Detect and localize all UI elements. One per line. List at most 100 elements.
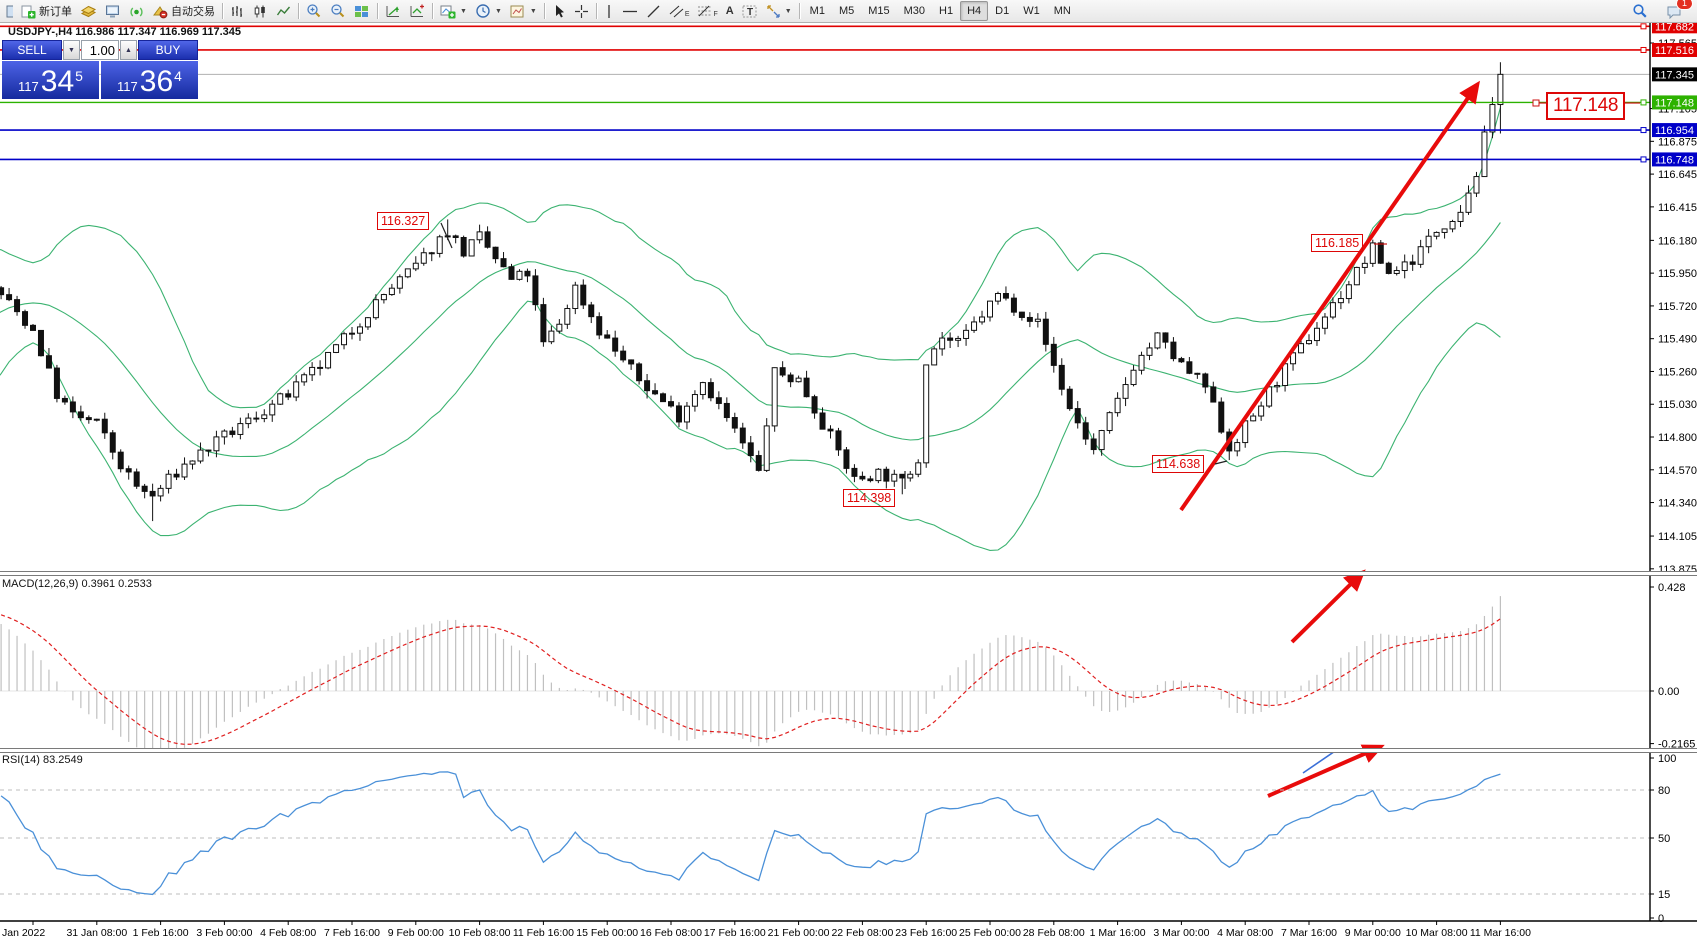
zoom-out-icon[interactable] [326, 1, 350, 21]
line-chart-icon[interactable] [272, 1, 295, 21]
volume-increase-button[interactable]: ▲ [120, 40, 137, 60]
axis-layer: 117.565117.105116.875116.645116.415116.1… [0, 19, 1697, 939]
toolbar-zoom-group [302, 0, 374, 22]
svg-text:116.415: 116.415 [1658, 202, 1697, 214]
svg-text:11 Mar 16:00: 11 Mar 16:00 [1470, 927, 1531, 939]
sell-button[interactable]: SELL [2, 40, 62, 60]
svg-text:50: 50 [1658, 833, 1670, 845]
buy-price-prefix: 117 [117, 79, 138, 94]
svg-text:117.345: 117.345 [1655, 69, 1694, 81]
rsi-trendline[interactable] [1302, 734, 1360, 774]
svg-text:31 Jan 08:00: 31 Jan 08:00 [66, 927, 127, 939]
macd-layer [0, 596, 1650, 748]
search-icon[interactable] [1628, 1, 1652, 21]
svg-text:3 Mar 00:00: 3 Mar 00:00 [1153, 927, 1209, 939]
timeframe-button-m1[interactable]: M1 [809, 5, 825, 17]
price-annotation-116-327[interactable]: 116.327 [377, 212, 430, 230]
timeframe-button-w1[interactable]: W1 [1023, 5, 1040, 17]
signal-icon[interactable] [125, 1, 148, 21]
new-order-button[interactable]: 新订单 [17, 1, 76, 21]
toolbar-separator [377, 3, 378, 19]
svg-text:17 Feb 16:00: 17 Feb 16:00 [704, 927, 766, 939]
toolbar-trade-group: 新订单 自动交易 [0, 0, 219, 22]
svg-text:116.875: 116.875 [1658, 136, 1697, 148]
bar-chart-icon[interactable] [226, 1, 249, 21]
text-icon[interactable]: A [722, 1, 738, 21]
indicator-add-icon[interactable] [405, 1, 429, 21]
svg-text:0.428: 0.428 [1658, 582, 1686, 594]
profile-icon[interactable] [76, 1, 101, 21]
toolbar-separator [543, 3, 545, 19]
new-chart-icon[interactable]: ▼ [436, 1, 471, 21]
label-icon[interactable]: T [738, 1, 762, 21]
volume-decrease-button[interactable]: ▼ [63, 40, 80, 60]
chevron-down-icon: ▼ [460, 7, 467, 15]
autotrade-icon [152, 4, 168, 19]
trend-arrow-macd[interactable] [1290, 569, 1366, 644]
svg-text:114.800: 114.800 [1658, 432, 1697, 444]
trend-arrow-rsi[interactable] [1267, 744, 1385, 798]
horizontal-line-icon[interactable] [618, 1, 642, 21]
svg-text:100: 100 [1658, 753, 1676, 765]
timeframe-button-m5[interactable]: M5 [838, 5, 855, 17]
panel-separator-rsi[interactable] [0, 748, 1697, 753]
price-annotation-117-148[interactable]: 117.148 [1546, 92, 1626, 120]
macd-label: MACD(12,26,9) 0.3961 0.2533 [2, 578, 152, 590]
fibo-letter: F [713, 10, 718, 18]
toolbar-separator [798, 3, 800, 19]
sell-price-pip: 5 [75, 68, 83, 84]
period-icon[interactable]: ▼ [471, 1, 506, 21]
buy-price-big: 36 [139, 65, 174, 98]
panel-separator-macd[interactable] [0, 571, 1697, 576]
chat-icon[interactable]: 1 [1662, 0, 1693, 21]
volume-input[interactable] [81, 40, 119, 60]
text-icon-glyph: A [725, 5, 734, 17]
svg-text:3 Feb 00:00: 3 Feb 00:00 [196, 927, 252, 939]
channel-icon[interactable]: E [665, 1, 694, 21]
cursor-icon[interactable] [548, 1, 570, 21]
toolbar-separator [432, 3, 433, 19]
template-icon[interactable]: ▼ [506, 1, 541, 21]
svg-text:T: T [747, 7, 753, 18]
chevron-down-icon: ▼ [494, 7, 502, 15]
vertical-line-icon[interactable] [600, 1, 618, 21]
toolbar-charttype-group [226, 0, 295, 22]
timeframe-button-m30[interactable]: M30 [903, 5, 926, 17]
new-order-label: 新订单 [39, 6, 72, 18]
toolbar-separator [298, 3, 299, 19]
toolbar-separator [595, 3, 597, 19]
toolbar-right-group: 1 [1628, 0, 1693, 22]
buy-button[interactable]: BUY [138, 40, 198, 60]
trend-arrow-main[interactable] [1179, 80, 1480, 512]
crosshair-icon[interactable] [570, 1, 593, 21]
tile-windows-icon[interactable] [350, 1, 374, 21]
trendline-icon[interactable] [642, 1, 665, 21]
svg-text:10 Feb 08:00: 10 Feb 08:00 [449, 927, 511, 939]
svg-text:4 Feb 08:00: 4 Feb 08:00 [260, 927, 316, 939]
indicator-window-icon[interactable] [381, 1, 405, 21]
price-annotation-114-398[interactable]: 114.398 [843, 489, 896, 507]
svg-text:114.570: 114.570 [1658, 465, 1697, 477]
chart-doc-icon[interactable] [0, 1, 17, 21]
zoom-in-icon[interactable] [302, 1, 326, 21]
timeframe-button-d1[interactable]: D1 [995, 5, 1010, 17]
sell-price-box[interactable]: 117 34 5 [2, 61, 99, 99]
svg-text:114.340: 114.340 [1658, 498, 1697, 510]
arrows-icon[interactable]: ▼ [762, 1, 796, 21]
terminal-icon[interactable] [101, 1, 125, 21]
timeframe-button-m15[interactable]: M15 [868, 5, 890, 17]
svg-text:7 Feb 16:00: 7 Feb 16:00 [324, 927, 380, 939]
svg-text:23 Feb 16:00: 23 Feb 16:00 [895, 927, 957, 939]
buy-price-box[interactable]: 117 36 4 [101, 61, 198, 99]
timeframe-button-h4[interactable]: H4 [960, 1, 989, 21]
autotrade-button[interactable]: 自动交易 [148, 1, 219, 21]
price-annotation-116-185[interactable]: 116.185 [1311, 234, 1364, 252]
price-annotation-114-638[interactable]: 114.638 [1152, 455, 1205, 473]
timeframe-button-mn[interactable]: MN [1053, 5, 1071, 17]
candlestick-icon[interactable] [249, 1, 272, 21]
svg-text:80: 80 [1658, 785, 1670, 797]
fibonacci-icon[interactable]: F [693, 1, 721, 21]
timeframe-button-h1[interactable]: H1 [939, 5, 954, 17]
